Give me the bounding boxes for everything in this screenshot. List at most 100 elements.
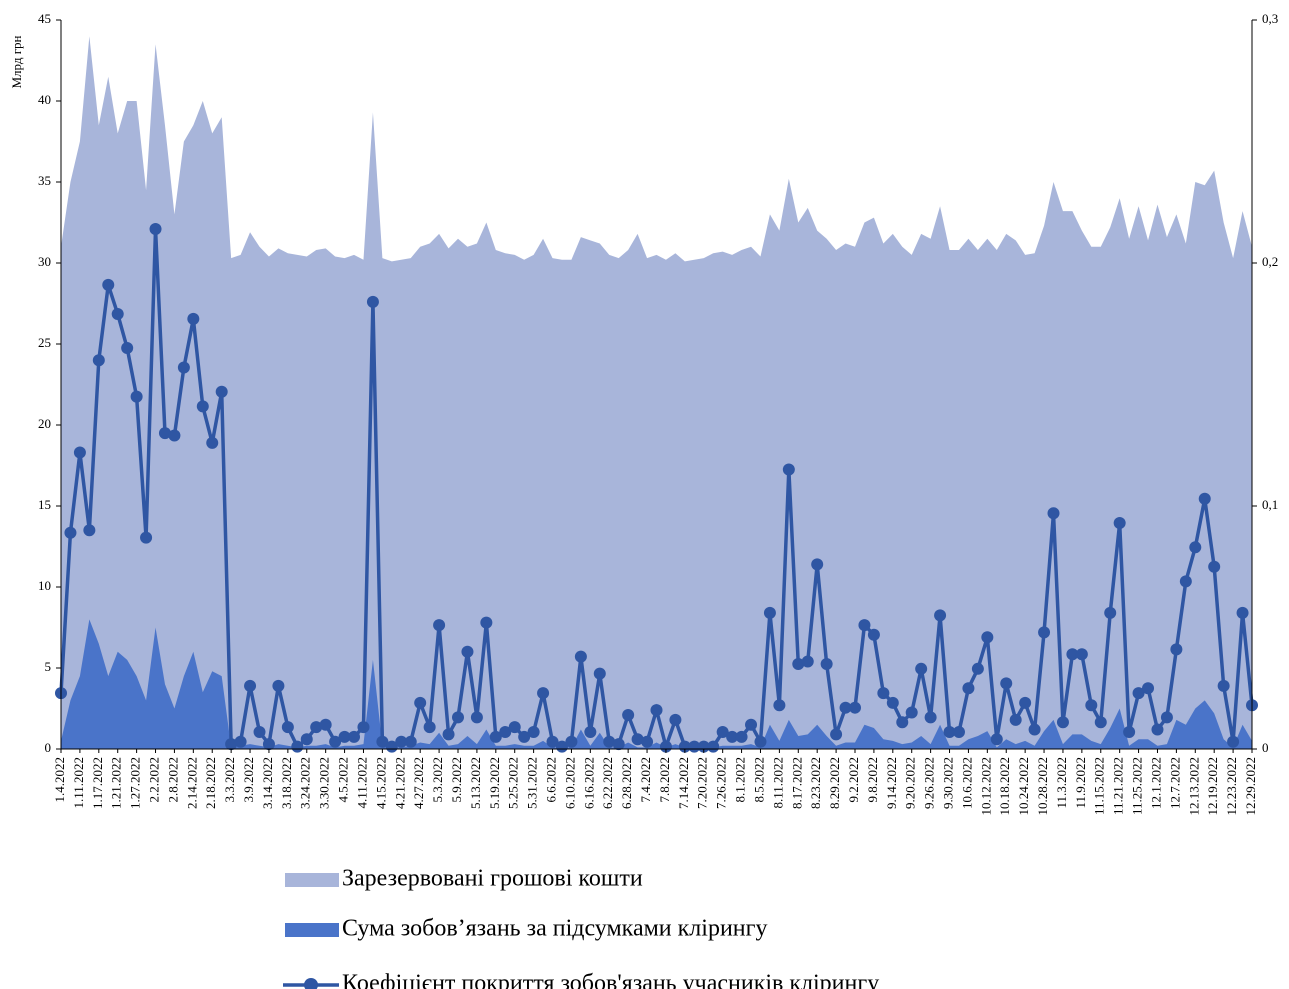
x-tick-label: 3.3.2022 bbox=[222, 757, 237, 803]
marker bbox=[990, 733, 1003, 746]
y2-tick-label: 0,1 bbox=[1262, 497, 1278, 512]
x-tick-label: 6.22.2022 bbox=[600, 757, 615, 809]
marker bbox=[1198, 492, 1211, 505]
x-tick-label: 10.28.2022 bbox=[1035, 757, 1050, 816]
marker bbox=[196, 400, 209, 413]
marker bbox=[177, 361, 190, 374]
x-tick-label: 5.3.2022 bbox=[430, 757, 445, 803]
marker bbox=[73, 446, 86, 459]
x-tick-label: 9.20.2022 bbox=[903, 757, 918, 809]
marker bbox=[300, 733, 313, 746]
y-tick-label: 40 bbox=[38, 92, 51, 107]
x-tick-label: 10.12.2022 bbox=[978, 757, 993, 816]
marker bbox=[319, 718, 332, 731]
marker bbox=[1227, 735, 1240, 748]
y-tick-label: 20 bbox=[38, 416, 51, 431]
marker bbox=[867, 628, 880, 641]
marker bbox=[1113, 517, 1126, 530]
y2-tick-label: 0,3 bbox=[1262, 11, 1278, 26]
marker bbox=[650, 704, 663, 717]
x-tick-label: 5.25.2022 bbox=[506, 757, 521, 809]
marker bbox=[952, 725, 965, 738]
marker bbox=[574, 650, 587, 663]
x-tick-label: 4.5.2022 bbox=[336, 757, 351, 803]
x-tick-label: 12.23.2022 bbox=[1224, 757, 1239, 816]
marker bbox=[489, 730, 502, 743]
legend-label: Сума зобов’язань за підсумками клірингу bbox=[342, 916, 767, 942]
y-tick-label: 45 bbox=[38, 11, 51, 26]
y2-tick-label: 0,2 bbox=[1262, 254, 1278, 269]
marker bbox=[716, 725, 729, 738]
x-tick-label: 8.1.2022 bbox=[733, 757, 748, 803]
marker bbox=[1132, 687, 1145, 700]
marker bbox=[1236, 606, 1249, 619]
marker bbox=[971, 662, 984, 675]
marker bbox=[244, 679, 257, 692]
x-tick-label: 6.16.2022 bbox=[581, 757, 596, 809]
marker bbox=[215, 385, 228, 398]
marker bbox=[1056, 716, 1069, 729]
marker bbox=[1104, 606, 1117, 619]
x-tick-label: 4.21.2022 bbox=[392, 757, 407, 809]
marker bbox=[470, 711, 483, 724]
marker bbox=[140, 531, 153, 544]
y-tick-label: 10 bbox=[38, 578, 51, 593]
marker bbox=[130, 390, 143, 403]
marker bbox=[754, 735, 767, 748]
x-tick-label: 2.2.2022 bbox=[147, 757, 162, 803]
marker bbox=[291, 740, 304, 753]
marker bbox=[763, 606, 776, 619]
marker bbox=[121, 342, 134, 355]
x-tick-label: 9.14.2022 bbox=[884, 757, 899, 809]
marker bbox=[83, 524, 96, 537]
marker bbox=[102, 278, 115, 291]
marker bbox=[849, 701, 861, 714]
marker bbox=[1047, 507, 1060, 520]
marker bbox=[641, 735, 654, 748]
marker bbox=[735, 730, 748, 743]
marker bbox=[1019, 696, 1032, 709]
x-tick-label: 9.30.2022 bbox=[941, 757, 956, 809]
marker bbox=[905, 706, 918, 719]
x-tick-label: 8.17.2022 bbox=[789, 757, 804, 809]
x-tick-label: 1.27.2022 bbox=[128, 757, 143, 809]
x-tick-label: 10.24.2022 bbox=[1016, 757, 1031, 816]
x-tick-label: 9.8.2022 bbox=[865, 757, 880, 803]
x-tick-label: 8.11.2022 bbox=[770, 757, 785, 809]
marker bbox=[1085, 699, 1098, 712]
marker bbox=[1066, 648, 1079, 661]
marker bbox=[518, 730, 531, 743]
x-tick-label: 3.14.2022 bbox=[260, 757, 275, 809]
legend-swatch bbox=[285, 873, 339, 887]
marker bbox=[811, 558, 824, 571]
x-tick-label: 11.21.2022 bbox=[1111, 757, 1126, 815]
x-tick-label: 4.27.2022 bbox=[411, 757, 426, 809]
x-tick-label: 11.9.2022 bbox=[1073, 757, 1088, 809]
marker bbox=[433, 619, 446, 632]
marker bbox=[896, 716, 909, 729]
area bbox=[61, 36, 1252, 749]
marker bbox=[452, 711, 464, 724]
marker bbox=[801, 655, 814, 668]
legend-swatch bbox=[285, 923, 339, 937]
marker bbox=[272, 679, 285, 692]
marker bbox=[149, 222, 162, 235]
marker bbox=[234, 735, 247, 748]
marker bbox=[1123, 725, 1136, 738]
marker bbox=[395, 735, 408, 748]
marker bbox=[612, 738, 625, 751]
marker bbox=[622, 708, 635, 721]
x-tick-label: 4.11.2022 bbox=[354, 757, 369, 809]
x-tick-label: 9.26.2022 bbox=[922, 757, 937, 809]
marker bbox=[348, 730, 361, 743]
x-tick-label: 5.13.2022 bbox=[468, 757, 483, 809]
marker bbox=[158, 427, 171, 440]
x-tick-label: 12.19.2022 bbox=[1205, 757, 1220, 816]
marker bbox=[1038, 626, 1051, 639]
x-tick-label: 3.9.2022 bbox=[241, 757, 256, 803]
marker bbox=[480, 616, 493, 629]
x-tick-label: 9.2.2022 bbox=[846, 757, 861, 803]
x-tick-label: 3.18.2022 bbox=[279, 757, 294, 809]
y-tick-label: 0 bbox=[45, 740, 52, 755]
